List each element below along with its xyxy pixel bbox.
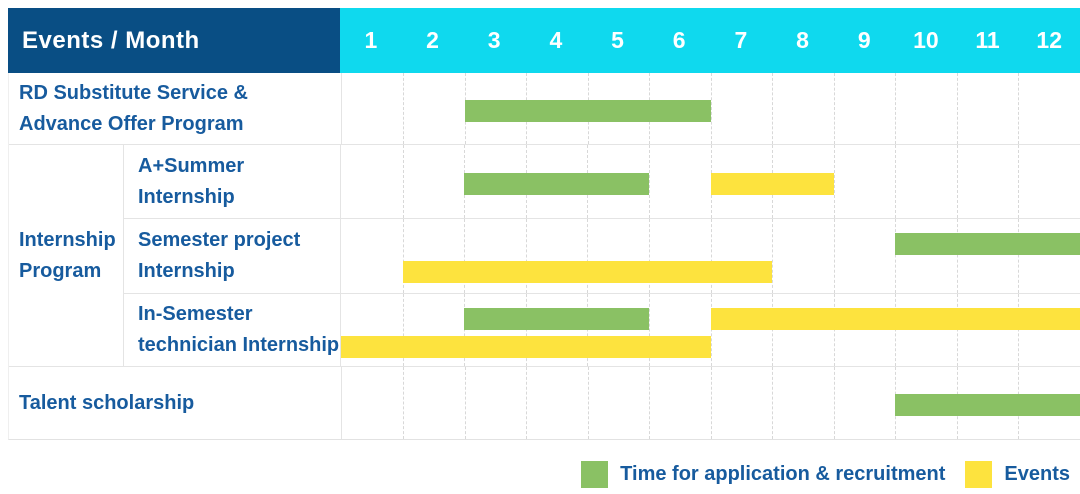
month-label-5: 5 <box>611 27 624 53</box>
month-gridline <box>526 367 528 439</box>
table-body: RD Substitute Service & Advance Offer Pr… <box>8 73 1080 440</box>
row-label-rd-substitute: RD Substitute Service & Advance Offer Pr… <box>19 81 248 135</box>
month-gridline <box>402 145 404 218</box>
month-gridline <box>710 73 712 144</box>
month-label-11: 11 <box>975 27 1000 53</box>
events-bar <box>341 336 711 358</box>
row-label-a-plus-summer: A+Summer Internship <box>138 154 245 208</box>
row-label-in-semester-technician: In-Semester technician Internship <box>138 303 340 356</box>
events-legend-label: Events <box>1004 463 1070 485</box>
internship-subrows: A+Summer Internship Semester project Int… <box>124 145 1080 366</box>
row-group-internship-program: Internship Program A+Summer Internship S… <box>9 145 1080 367</box>
events-month-title: Events / Month <box>22 26 200 54</box>
events-bar <box>710 308 1080 330</box>
month-label-12: 12 <box>1036 27 1063 53</box>
group-label-internship-program: Internship Program <box>9 145 124 366</box>
month-gridline <box>587 367 589 439</box>
month-gridline <box>772 367 774 439</box>
month-gridline <box>1018 294 1020 366</box>
month-gridline <box>710 294 712 366</box>
month-gridline <box>956 219 958 293</box>
timeline-grid-rd-substitute <box>340 73 1080 144</box>
month-label-2: 2 <box>426 27 439 53</box>
month-gridline <box>1018 219 1020 293</box>
application-recruitment-bar <box>464 99 711 122</box>
events-bar <box>402 261 773 283</box>
application-recruitment-bar <box>895 394 1080 416</box>
month-gridline <box>772 294 774 366</box>
month-gridline <box>464 367 466 439</box>
month-gridline <box>956 145 958 218</box>
application-recruitment-bar <box>464 172 649 195</box>
application-recruitment-legend-swatch <box>581 461 609 488</box>
legend: Time for application & recruitment Event… <box>581 461 1070 488</box>
month-gridline <box>772 73 774 144</box>
events-legend-swatch <box>965 461 993 488</box>
month-gridline <box>895 145 897 218</box>
month-gridline <box>649 367 651 439</box>
month-gridline <box>1018 73 1020 144</box>
row-a-plus-summer: A+Summer Internship <box>124 145 1080 218</box>
month-gridline <box>833 145 835 218</box>
schedule-table: Events / Month 1 2 3 4 5 6 7 8 9 10 11 12 RD Substi… <box>8 8 1080 440</box>
month-label-10: 10 <box>913 27 939 53</box>
row-label-talent-scholarship: Talent scholarship <box>19 391 195 414</box>
application-recruitment-legend-label: Time for application & recruitment <box>620 463 946 485</box>
month-gridline <box>833 73 835 144</box>
row-semester-project: Semester project Internship <box>124 218 1080 293</box>
month-label-7: 7 <box>734 27 748 53</box>
application-recruitment-bar <box>895 233 1080 255</box>
row-in-semester-technician: In-Semester technician Internship <box>124 293 1080 366</box>
month-gridline <box>895 294 897 366</box>
month-label-1: 1 <box>364 27 378 53</box>
timeline-grid-a-plus-summer <box>340 145 1080 218</box>
month-label-6: 6 <box>672 27 686 53</box>
month-gridline <box>895 219 897 293</box>
month-gridline <box>403 367 405 439</box>
month-gridline <box>403 73 405 144</box>
events-bar <box>710 172 834 195</box>
month-label-8: 8 <box>796 27 809 53</box>
header-title-cell: Events / Month <box>8 8 340 73</box>
month-gridline <box>833 294 835 366</box>
month-gridline <box>895 73 897 144</box>
month-gridline <box>648 145 650 218</box>
month-header-row: 1 2 3 4 5 6 7 8 9 10 11 12 <box>340 8 1080 73</box>
month-label-4: 4 <box>549 27 563 53</box>
row-rd-substitute: RD Substitute Service & Advance Offer Pr… <box>9 73 1080 145</box>
month-label-9: 9 <box>857 27 871 53</box>
month-gridline <box>710 367 712 439</box>
application-recruitment-bar <box>464 308 649 330</box>
table-header: Events / Month 1 2 3 4 5 6 7 8 9 10 11 12 <box>8 8 1080 73</box>
month-gridline <box>956 73 958 144</box>
timeline-grid-in-semester-technician <box>340 294 1080 366</box>
month-gridline <box>1018 145 1020 218</box>
row-talent-scholarship: Talent scholarship <box>9 367 1080 439</box>
month-gridline <box>956 294 958 366</box>
month-gridline <box>772 219 774 293</box>
month-gridline <box>833 367 835 439</box>
month-label-3: 3 <box>487 27 501 53</box>
timeline-grid-semester-project <box>340 219 1080 293</box>
timeline-grid-talent-scholarship <box>340 367 1080 439</box>
row-label-semester-project: Semester project Internship <box>138 229 301 282</box>
month-gridline <box>833 219 835 293</box>
